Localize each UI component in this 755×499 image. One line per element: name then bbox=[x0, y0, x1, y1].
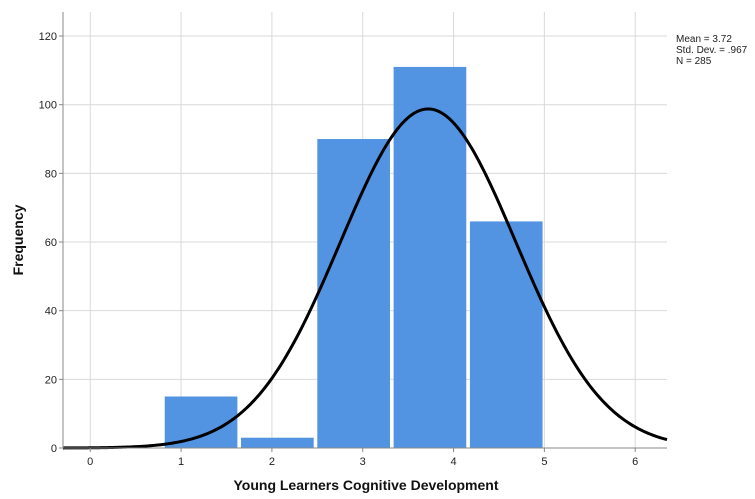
x-axis-title: Young Learners Cognitive Development bbox=[233, 477, 498, 493]
histogram-bar bbox=[241, 437, 314, 448]
y-axis-title: Frequency bbox=[10, 204, 26, 275]
bars bbox=[164, 66, 543, 448]
axes bbox=[59, 12, 667, 452]
stats-box: Mean = 3.72 Std. Dev. = .967 N = 285 bbox=[676, 34, 748, 67]
histogram-bar bbox=[393, 66, 467, 448]
y-tick-label: 20 bbox=[45, 374, 57, 386]
x-tick-label: 2 bbox=[269, 456, 275, 468]
histogram-bar bbox=[164, 396, 238, 448]
y-tick-labels: 0 20 40 60 80 100 120 bbox=[39, 31, 57, 455]
y-tick-label: 100 bbox=[39, 100, 57, 112]
y-tick-label: 0 bbox=[51, 443, 57, 455]
y-tick-label: 60 bbox=[45, 237, 57, 249]
histogram-bar bbox=[317, 139, 390, 448]
x-tick-label: 3 bbox=[360, 456, 366, 468]
stat-mean: Mean = 3.72 bbox=[676, 34, 732, 45]
y-tick-label: 120 bbox=[39, 31, 57, 43]
stat-n: N = 285 bbox=[676, 56, 712, 67]
x-tick-label: 6 bbox=[632, 456, 638, 468]
y-tick-label: 80 bbox=[45, 168, 57, 180]
x-tick-label: 0 bbox=[87, 456, 93, 468]
x-tick-labels: 0 1 2 3 4 5 6 bbox=[87, 456, 638, 468]
normal-curve bbox=[62, 107, 668, 450]
histogram-bar bbox=[469, 221, 543, 448]
x-tick-label: 5 bbox=[541, 456, 547, 468]
x-tick-label: 1 bbox=[178, 456, 184, 468]
stat-std-dev: Std. Dev. = .967 bbox=[676, 45, 748, 56]
y-tick-label: 40 bbox=[45, 306, 57, 318]
x-tick-label: 4 bbox=[450, 456, 456, 468]
